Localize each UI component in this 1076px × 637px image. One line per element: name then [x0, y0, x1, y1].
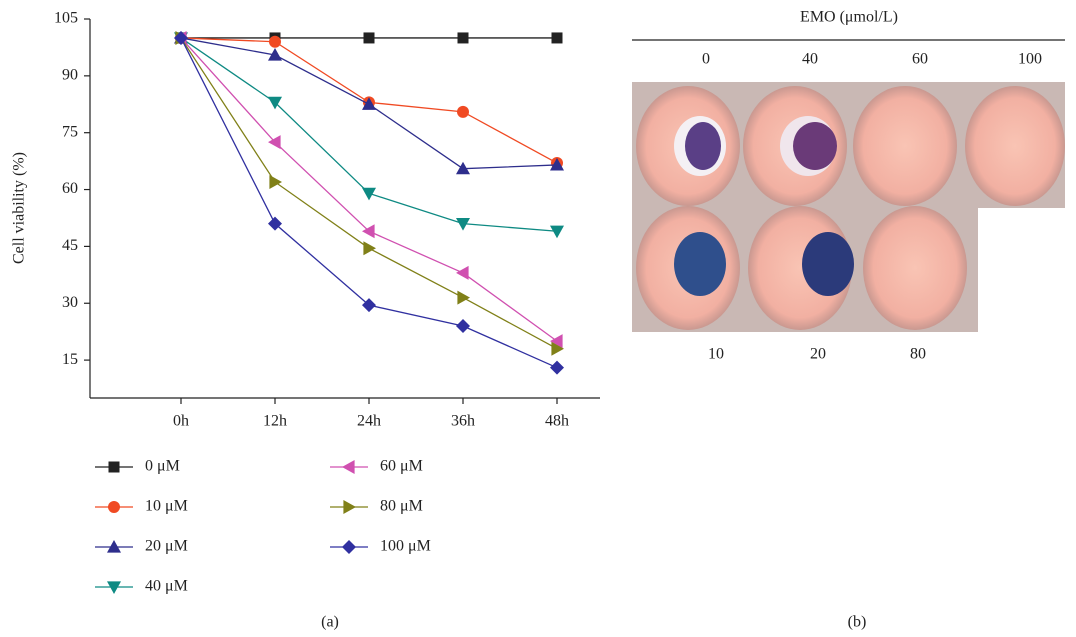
y-axis-label: Cell viability (%)	[11, 152, 28, 264]
data-point	[457, 290, 470, 305]
data-point	[362, 224, 375, 239]
legend-marker	[342, 460, 355, 474]
data-point	[362, 298, 376, 313]
y-tick-label: 30	[62, 294, 78, 311]
caption: (a)	[321, 614, 339, 631]
data-point	[268, 96, 282, 110]
data-point	[550, 360, 564, 375]
data-point	[457, 32, 469, 44]
data-point	[269, 35, 281, 48]
legend-label: 100 μM	[380, 538, 431, 555]
x-tick-label: 0h	[173, 413, 189, 430]
legend-marker	[343, 500, 356, 514]
y-tick-label: 45	[62, 237, 78, 254]
photo-panel: EMO (μmol/L) (b)	[632, 9, 1065, 631]
y-tick-label: 15	[62, 351, 78, 368]
well-label: 80	[910, 346, 926, 363]
well-label: 60	[912, 51, 928, 68]
series-line	[180, 37, 558, 232]
data-point	[268, 216, 282, 231]
legend-marker	[107, 581, 121, 594]
legend-marker	[107, 540, 121, 553]
data-point	[363, 241, 376, 256]
caption: (b)	[848, 614, 867, 631]
y-tick-label: 105	[54, 10, 78, 27]
data-point	[456, 265, 469, 280]
x-tick-label: 24h	[357, 413, 381, 430]
data-point	[551, 32, 563, 44]
x-tick-label: 36h	[451, 413, 475, 430]
data-point	[363, 32, 375, 44]
photo-title: EMO (μmol/L)	[800, 9, 898, 26]
data-point	[550, 225, 564, 239]
y-tick-label: 60	[62, 180, 78, 197]
data-point	[269, 174, 282, 189]
x-tick-label: 12h	[263, 413, 287, 430]
well-label: 100	[1018, 51, 1042, 68]
well-label: 0	[702, 51, 710, 68]
legend-label: 40 μM	[145, 578, 188, 595]
legend-label: 10 μM	[145, 498, 188, 515]
well-label: 40	[802, 51, 818, 68]
y-tick-label: 75	[62, 123, 78, 140]
wells	[636, 86, 1065, 330]
data-point	[551, 341, 564, 356]
data-point	[174, 30, 188, 45]
well-label: 20	[810, 346, 826, 363]
legend-label: 60 μM	[380, 458, 423, 475]
data-point	[457, 105, 469, 118]
legend-label: 0 μM	[145, 458, 180, 475]
legend-marker	[342, 540, 356, 554]
x-tick-label: 48h	[545, 413, 569, 430]
data-point	[362, 97, 376, 110]
data-point	[550, 334, 563, 349]
y-tick-label: 90	[62, 67, 78, 84]
data-point	[456, 318, 470, 333]
legend-label: 20 μM	[145, 538, 188, 555]
data-point	[268, 48, 282, 61]
legend-marker	[108, 461, 120, 473]
data-point	[550, 157, 564, 171]
legend-label: 80 μM	[380, 498, 423, 515]
data-point	[268, 135, 281, 150]
legend-marker	[108, 501, 120, 513]
data-point	[362, 187, 376, 201]
data-point	[456, 161, 470, 175]
data-point	[456, 218, 470, 231]
well-label: 10	[708, 346, 724, 363]
